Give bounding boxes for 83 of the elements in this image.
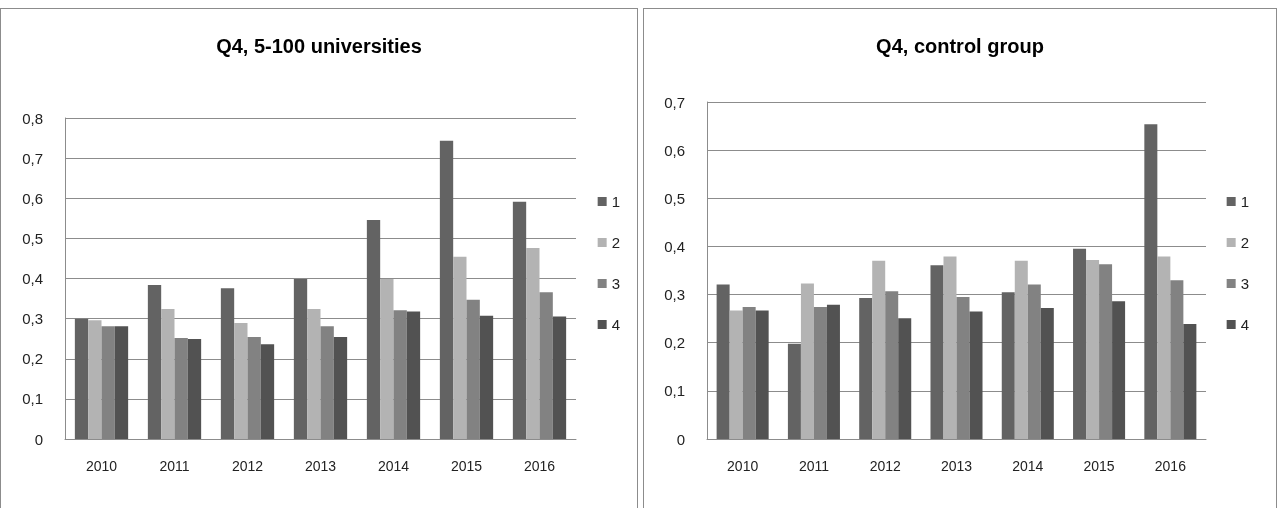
bar	[526, 248, 540, 439]
bar	[800, 283, 814, 439]
x-tick-label: 2015	[450, 458, 483, 474]
bar	[380, 278, 394, 439]
y-tick-label: 0,4	[22, 270, 43, 287]
bar	[716, 284, 730, 439]
x-tick-label: 2015	[1083, 458, 1115, 474]
y-tick-label: 0,8	[22, 109, 43, 127]
bar	[366, 219, 381, 439]
x-tick-label: 2014	[1012, 458, 1044, 474]
bar	[479, 315, 494, 439]
y-tick-label: 0,1	[22, 390, 43, 408]
y-tick-label: 0,4	[664, 237, 685, 255]
bar	[1112, 301, 1126, 439]
bar	[187, 339, 202, 439]
y-tick-label: 0,5	[664, 189, 685, 207]
bar	[220, 288, 235, 439]
bar	[512, 201, 527, 439]
y-tick-label: 0,1	[664, 382, 685, 400]
bar	[1073, 248, 1087, 439]
chart-title: Q4, 5-100 universities	[216, 35, 422, 57]
bar	[293, 278, 308, 439]
bar	[74, 318, 89, 439]
y-tick-label: 0,7	[664, 93, 685, 111]
x-tick-label: 2014	[377, 458, 410, 474]
x-tick-label: 2016	[523, 458, 556, 474]
bar	[88, 320, 102, 439]
x-tick-label: 2016	[1154, 458, 1187, 474]
x-tick-label: 2010	[727, 458, 759, 474]
y-tick-label: 0	[676, 430, 685, 448]
bar	[1014, 260, 1028, 439]
y-tick-label: 0,7	[22, 149, 43, 167]
bar	[969, 311, 983, 439]
bar	[755, 310, 769, 439]
bar	[439, 140, 454, 439]
y-tick-label: 0,6	[22, 189, 43, 207]
legend-label: 3	[611, 275, 620, 292]
y-tick-label: 0,2	[664, 334, 685, 352]
y-tick-label: 0,2	[22, 350, 43, 368]
y-tick-label: 0	[34, 430, 43, 448]
x-tick-label: 2011	[798, 458, 830, 474]
x-tick-label: 2012	[231, 458, 264, 474]
bar	[453, 256, 467, 439]
bar	[333, 337, 348, 439]
chart-title: Q4, control group	[876, 35, 1044, 57]
bar	[1183, 323, 1197, 439]
bar	[729, 310, 743, 439]
x-tick-label: 2010	[85, 458, 118, 474]
bar	[1040, 308, 1054, 439]
bar	[872, 260, 886, 439]
y-tick-label: 0,3	[22, 310, 43, 328]
x-tick-label: 2013	[940, 458, 973, 474]
bar	[1086, 259, 1100, 439]
bar	[826, 304, 840, 439]
bar	[943, 256, 957, 439]
y-tick-label: 0,6	[664, 141, 685, 159]
legend-label: 4	[611, 316, 620, 333]
x-tick-label: 2011	[159, 458, 190, 474]
bar	[147, 284, 162, 439]
bar	[307, 309, 321, 439]
legend-label: 1	[611, 193, 620, 210]
bar	[260, 344, 275, 439]
legend-label: 1	[1240, 193, 1249, 210]
bar	[898, 318, 912, 439]
x-tick-label: 2012	[869, 458, 901, 474]
bar	[161, 309, 175, 439]
legend-label: 2	[1240, 234, 1249, 251]
legend-label: 3	[1240, 275, 1249, 292]
bar	[930, 265, 944, 439]
bar	[1157, 256, 1171, 439]
bar	[787, 343, 801, 439]
y-tick-label: 0,5	[22, 229, 43, 247]
y-tick-label: 0,3	[664, 286, 685, 304]
bar	[114, 326, 129, 439]
bar	[1001, 292, 1015, 439]
bar	[552, 316, 567, 439]
bar	[859, 297, 873, 439]
legend-label: 4	[1240, 316, 1249, 333]
bar	[234, 323, 248, 439]
x-tick-label: 2013	[304, 458, 337, 474]
bar	[1144, 124, 1158, 439]
bar	[406, 311, 421, 439]
legend-label: 2	[611, 234, 620, 251]
